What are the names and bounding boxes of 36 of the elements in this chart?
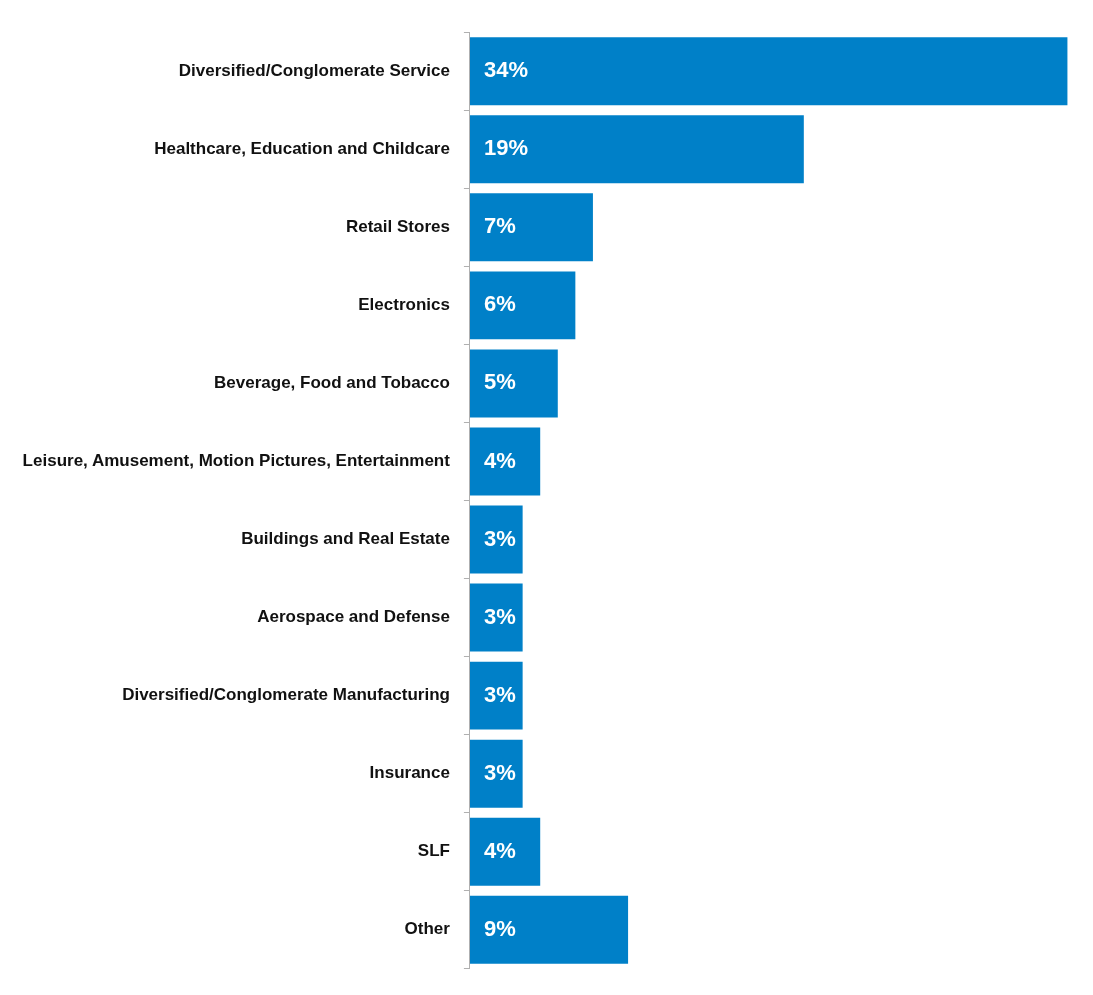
bar (469, 661, 523, 730)
bar (469, 193, 593, 262)
y-tick-label: Beverage, Food and Tobacco (214, 373, 450, 393)
y-tick-label: Other (404, 919, 451, 939)
data-label: 3% (483, 525, 516, 551)
data-label: 3% (483, 759, 516, 785)
bar (469, 895, 629, 964)
data-label: 34% (483, 57, 528, 83)
y-tick-label: Insurance (369, 763, 450, 783)
data-label: 4% (483, 447, 516, 473)
y-tick-label: Aerospace and Defense (257, 607, 450, 627)
bar (469, 37, 1068, 106)
data-label: 5% (483, 369, 516, 395)
y-tick-label: Diversified/Conglomerate Service (178, 60, 450, 80)
bar (469, 505, 523, 574)
data-label: 7% (483, 213, 516, 239)
data-label: 4% (483, 837, 516, 863)
bar (469, 115, 804, 184)
y-tick-label: Healthcare, Education and Childcare (154, 138, 450, 158)
bar (469, 817, 541, 886)
y-tick-label: Leisure, Amusement, Motion Pictures, Entertainment (22, 451, 451, 471)
y-tick-label: Electronics (358, 295, 450, 315)
y-tick-label: SLF (417, 841, 450, 861)
bar (469, 349, 558, 418)
data-label: 19% (483, 135, 528, 161)
data-label: 3% (483, 681, 516, 707)
data-label: 6% (483, 291, 516, 317)
bar (469, 427, 541, 496)
y-tick-label: Retail Stores (345, 217, 450, 237)
y-tick-label: Diversified/Conglomerate Manufacturing (122, 685, 450, 705)
bar (469, 739, 523, 808)
bar (469, 583, 523, 652)
data-label: 3% (483, 603, 516, 629)
bar (469, 271, 576, 340)
y-tick-label: Buildings and Real Estate (241, 529, 450, 549)
data-label: 9% (483, 915, 516, 941)
